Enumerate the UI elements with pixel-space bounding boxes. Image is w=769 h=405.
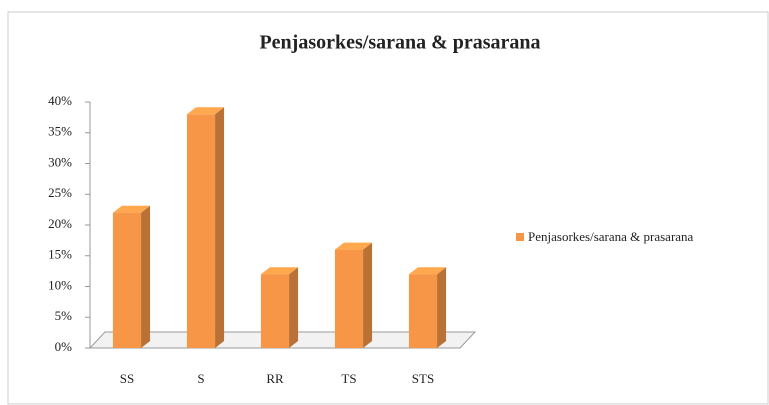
- bar-side: [363, 242, 373, 348]
- bar: [112, 212, 142, 348]
- bar: [186, 114, 216, 348]
- y-tick-label: 5%: [55, 308, 73, 323]
- x-tick-label: SS: [120, 371, 134, 386]
- bar-top: [334, 242, 373, 250]
- y-tick-label: 20%: [48, 216, 72, 231]
- y-tick-label: 0%: [55, 339, 73, 354]
- bar-side: [141, 205, 151, 348]
- y-tick-label: 40%: [48, 93, 72, 108]
- bar: [334, 249, 364, 348]
- bar-top: [112, 205, 151, 213]
- y-tick-label: 35%: [48, 124, 72, 139]
- y-tick-label: 15%: [48, 247, 72, 262]
- x-tick-label: TS: [341, 371, 356, 386]
- bar-side: [215, 107, 225, 348]
- x-tick-label: RR: [266, 371, 284, 386]
- bar: [408, 274, 438, 348]
- chart-title: Penjasorkes/sarana & prasarana: [259, 32, 540, 54]
- y-tick-label: 25%: [48, 185, 72, 200]
- bar: [260, 274, 290, 348]
- bar-side: [437, 267, 447, 348]
- y-tick-label: 30%: [48, 154, 72, 169]
- bar-side: [289, 267, 299, 348]
- legend-label: Penjasorkes/sarana & prasarana: [528, 229, 694, 244]
- x-tick-label: S: [197, 371, 204, 386]
- bar-top: [186, 107, 225, 115]
- x-tick-label: STS: [412, 371, 434, 386]
- bar-top: [260, 267, 299, 275]
- legend-swatch: [516, 233, 524, 241]
- y-tick-label: 10%: [48, 277, 72, 292]
- bar-top: [408, 267, 447, 275]
